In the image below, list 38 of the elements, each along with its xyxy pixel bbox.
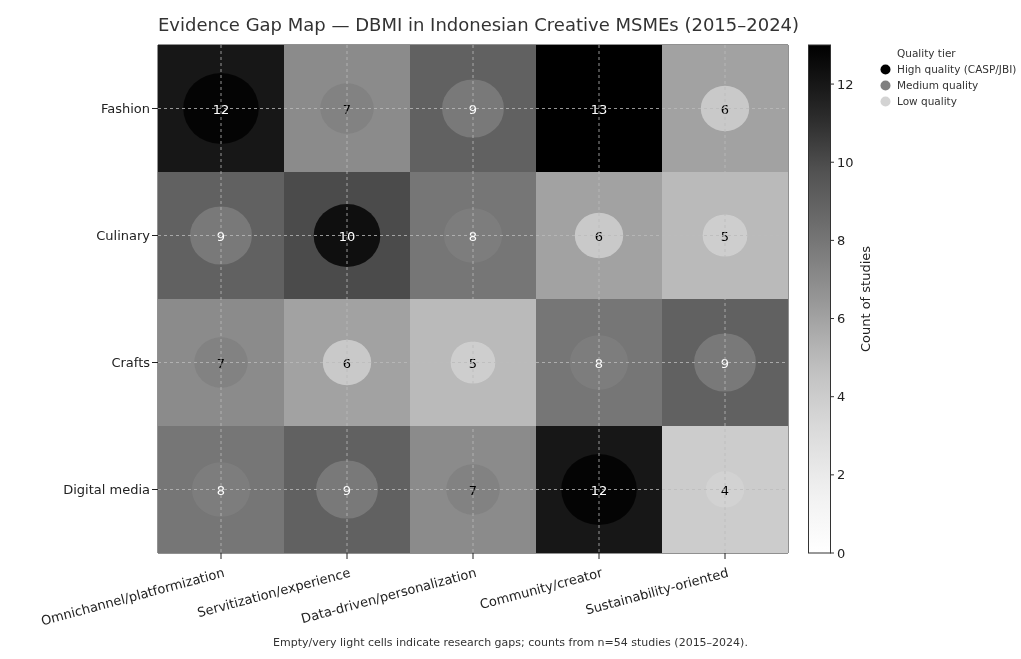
color-bar-label: 4: [837, 389, 846, 405]
data-label: 9: [216, 228, 226, 244]
y-tick-label: Digital media: [63, 482, 150, 498]
chart-title: Evidence Gap Map — DBMI in Indonesian Creative MSMEs (2015–2024): [158, 14, 800, 35]
data-label: 5: [720, 228, 730, 244]
color-bar-title: Count of studies: [858, 245, 873, 353]
color-bar-label: 2: [837, 467, 846, 483]
data-label: 6: [720, 101, 730, 117]
color-bar-label: 0: [837, 545, 846, 561]
data-label: 8: [468, 228, 478, 244]
data-label: 8: [216, 482, 226, 498]
color-bar-label: 8: [837, 232, 846, 248]
data-label: 9: [342, 482, 352, 498]
legend-label: Low quality: [897, 94, 957, 109]
data-label: 4: [720, 482, 730, 498]
data-label: 12: [590, 482, 608, 498]
data-label: 7: [342, 101, 352, 117]
y-tick-label: Crafts: [111, 355, 151, 371]
y-tick-label: Culinary: [96, 228, 151, 244]
data-label: 12: [212, 101, 230, 117]
data-label: 8: [594, 355, 604, 371]
data-label: 10: [338, 228, 356, 244]
data-label: 9: [720, 355, 730, 371]
legend-title: Quality tier: [896, 46, 957, 61]
data-label: 9: [468, 101, 478, 117]
data-label: 6: [342, 355, 352, 371]
color-bar-label: 10: [837, 154, 854, 170]
color-bar-label: 12: [837, 76, 854, 92]
data-label: 5: [468, 355, 478, 371]
color-bar-label: 6: [837, 311, 846, 327]
data-label: 7: [216, 355, 226, 371]
legend-label: High quality (CASP/JBI): [897, 62, 1017, 77]
legend-label: Medium quality: [897, 78, 979, 93]
text: Empty/very light cells indicate research gaps; counts from n=54 studies (2015–2024).: [272, 636, 749, 649]
data-label: 13: [590, 101, 608, 117]
data-label: 7: [468, 482, 478, 498]
y-tick-label: Fashion: [100, 101, 150, 117]
data-label: 6: [594, 228, 604, 244]
